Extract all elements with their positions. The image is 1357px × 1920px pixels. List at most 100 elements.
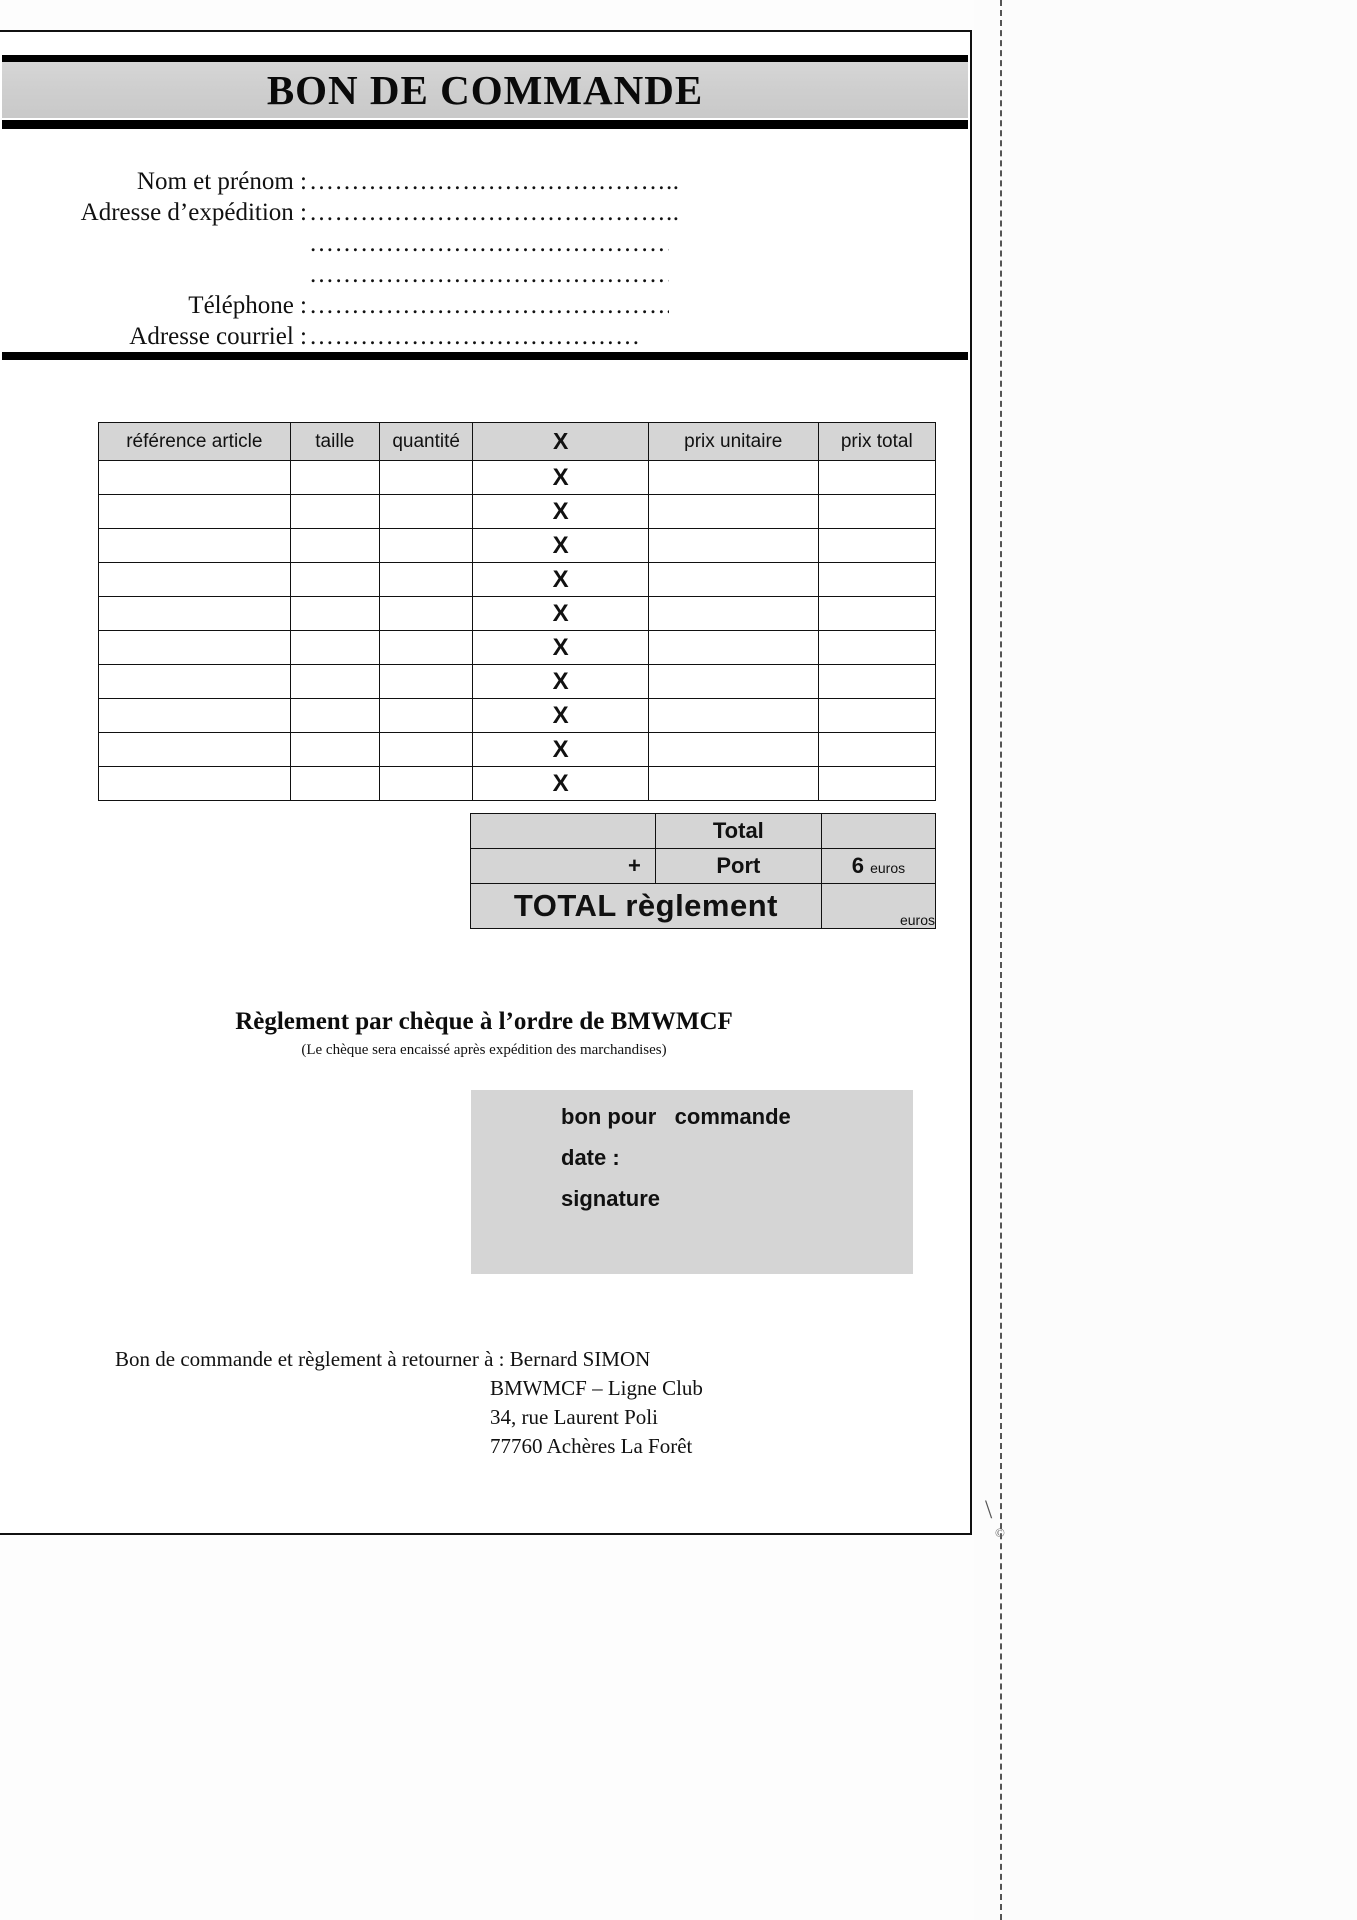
cell-multiply: X [472,528,649,563]
cell-reference[interactable] [98,630,291,665]
input-adresse-expedition[interactable]: ……………………………………... [309,199,679,226]
cell-quantite[interactable] [378,664,474,699]
page-title: BON DE COMMANDE [266,66,704,113]
cell-prix-total[interactable] [817,596,937,631]
table-row: X [98,460,937,495]
cell-prix-unitaire[interactable] [647,766,819,801]
cell-taille[interactable] [289,562,380,597]
order-items-table: référence article taille quantité X prix… [98,422,937,801]
cell-multiply: X [472,630,649,665]
field-row-telephone: Téléphone : …………………………………….. [2,292,968,323]
cell-prix-total[interactable] [817,664,937,699]
cell-quantite[interactable] [378,494,474,529]
table-header-row: référence article taille quantité X prix… [98,422,937,461]
cell-taille[interactable] [289,664,380,699]
cell-taille[interactable] [289,528,380,563]
field-row-adresse-3: ………………………………………. [2,261,968,292]
table-row: X [98,528,937,563]
cell-prix-total[interactable] [817,460,937,495]
totals-row-grand: TOTAL règlement euros [470,883,937,929]
cell-quantite[interactable] [378,460,474,495]
cell-multiply: X [472,698,649,733]
total-spacer-cell [470,813,656,849]
cell-quantite[interactable] [378,732,474,767]
cell-multiply: X [472,766,649,801]
table-row: X [98,732,937,767]
customer-fields: Nom et prénom : ……………………………………... Adress… [2,168,968,354]
cell-reference[interactable] [98,664,291,699]
cell-taille[interactable] [289,766,380,801]
cell-quantite[interactable] [378,630,474,665]
cell-taille[interactable] [289,494,380,529]
input-adresse-courriel[interactable]: ………………………………… [309,323,641,350]
bon-pour-commande-label: bon pour commande [561,1104,791,1129]
cell-quantite[interactable] [378,766,474,801]
port-value-cell: 6 euros [820,848,937,884]
table-row: X [98,562,937,597]
field-row-courriel: Adresse courriel : ………………………………… [2,323,968,354]
grand-total-currency-label[interactable]: euros [820,883,937,929]
cell-quantite[interactable] [378,596,474,631]
cell-taille[interactable] [289,630,380,665]
cell-prix-unitaire[interactable] [647,562,819,597]
cell-reference[interactable] [98,766,291,801]
payment-sub-text: (Le chèque sera encaissé après expéditio… [301,1042,667,1058]
cell-taille[interactable] [289,596,380,631]
input-adresse-line2[interactable]: ………………………………………. [309,230,669,257]
cell-reference[interactable] [98,732,291,767]
return-address-line3: 34, rue Laurent Poli [490,1405,658,1429]
input-telephone[interactable]: …………………………………….. [309,292,669,319]
cell-reference[interactable] [98,596,291,631]
cell-prix-unitaire[interactable] [647,732,819,767]
cell-multiply: X [472,562,649,597]
label-adresse-expedition: Adresse d’expédition : [80,199,307,226]
cell-prix-total[interactable] [817,630,937,665]
label-nom-prenom: Nom et prénom : [136,168,307,195]
date-field-label[interactable]: date : [561,1145,620,1170]
total-value[interactable] [820,813,937,849]
cell-prix-unitaire[interactable] [647,528,819,563]
cell-prix-total[interactable] [817,494,937,529]
perforation-line [1000,0,1002,1920]
cell-prix-total[interactable] [817,766,937,801]
cell-prix-total[interactable] [817,698,937,733]
cell-prix-total[interactable] [817,562,937,597]
cell-prix-unitaire[interactable] [647,494,819,529]
cell-prix-unitaire[interactable] [647,664,819,699]
port-amount: 6 [851,853,864,878]
cell-prix-unitaire[interactable] [647,698,819,733]
input-nom-prenom[interactable]: ……………………………………... [309,168,679,195]
col-header-prix-unitaire: prix unitaire [647,422,819,461]
cell-prix-total[interactable] [817,528,937,563]
cell-prix-total[interactable] [817,732,937,767]
cell-prix-unitaire[interactable] [647,460,819,495]
cell-reference[interactable] [98,698,291,733]
cell-quantite[interactable] [378,528,474,563]
table-row: X [98,766,937,801]
label-telephone: Téléphone : [188,292,307,319]
cell-reference[interactable] [98,494,291,529]
cell-quantite[interactable] [378,562,474,597]
return-address-line2: BMWMCF – Ligne Club [490,1376,703,1400]
cell-reference[interactable] [98,562,291,597]
signature-field-label[interactable]: signature [561,1186,661,1211]
plus-sign: + [470,848,656,884]
cell-reference[interactable] [98,528,291,563]
totals-table: Total + Port 6 euros TOTAL règlement eur… [470,813,937,929]
cell-reference[interactable] [98,460,291,495]
grand-total-label: TOTAL règlement [470,883,822,929]
cell-taille[interactable] [289,460,380,495]
return-address-intro: Bon de commande et règlement à retourner… [115,1347,651,1371]
total-label: Total [654,813,822,849]
cell-taille[interactable] [289,698,380,733]
cell-taille[interactable] [289,732,380,767]
cell-prix-unitaire[interactable] [647,630,819,665]
order-items-body: X X X [98,460,937,801]
cell-prix-unitaire[interactable] [647,596,819,631]
input-adresse-line3[interactable]: ………………………………………. [309,261,669,288]
field-row-nom: Nom et prénom : ……………………………………... [2,168,968,199]
col-header-prix-total: prix total [817,422,937,461]
cell-quantite[interactable] [378,698,474,733]
title-band: BON DE COMMANDE [2,62,968,118]
copyright-icon: © [995,1525,1005,1540]
